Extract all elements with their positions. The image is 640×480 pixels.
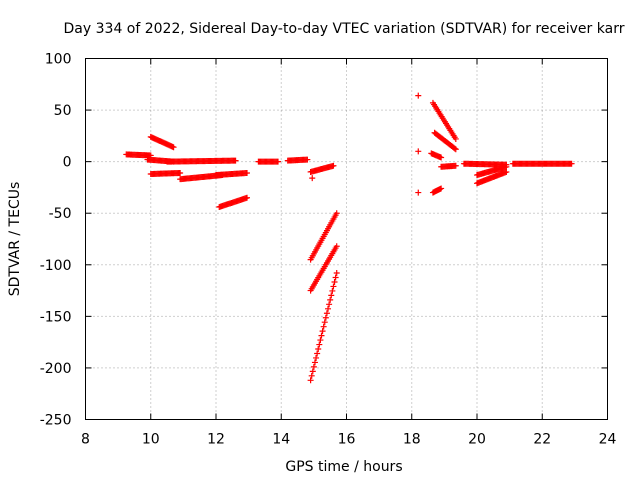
x-tick-label: 16 <box>338 432 356 448</box>
data-points <box>123 92 575 384</box>
x-tick-label: 12 <box>207 432 225 448</box>
data-point <box>311 359 318 366</box>
y-tick-label: -150 <box>40 309 72 325</box>
x-tick-label: 24 <box>599 432 617 448</box>
data-point <box>232 157 239 164</box>
x-tick-label: 18 <box>403 432 421 448</box>
data-point <box>243 169 250 176</box>
data-point <box>308 372 315 379</box>
data-point <box>307 377 314 384</box>
data-point <box>438 185 445 192</box>
x-tick-label: 10 <box>142 432 160 448</box>
data-point <box>568 160 575 167</box>
y-tick-labels: -250 -200 -150 -100 -50 0 50 100 <box>40 52 72 429</box>
chart-title: Day 334 of 2022, Sidereal Day-to-day VTE… <box>64 21 625 37</box>
data-point <box>321 319 328 326</box>
data-point <box>503 163 510 170</box>
data-point <box>438 154 445 161</box>
data-point <box>333 270 340 277</box>
data-point <box>320 323 327 330</box>
data-point <box>329 287 336 294</box>
data-point <box>310 363 317 370</box>
y-tick-label: -50 <box>49 206 72 222</box>
data-point <box>304 156 311 163</box>
y-axis-title: SDTVAR / TECUs <box>7 182 23 297</box>
data-point <box>274 158 281 165</box>
data-point <box>332 274 339 281</box>
x-tick-labels: 8 10 12 14 16 18 20 22 24 <box>81 432 616 448</box>
data-point <box>313 354 320 361</box>
data-point <box>331 278 338 285</box>
x-tick-label: 20 <box>468 432 486 448</box>
y-tick-label: 0 <box>63 155 72 171</box>
data-point <box>330 162 337 169</box>
x-axis-title: GPS time / hours <box>285 459 402 475</box>
data-point <box>415 148 422 155</box>
x-tick-label: 8 <box>81 432 90 448</box>
y-tick-label: -200 <box>40 361 72 377</box>
data-point <box>316 341 323 348</box>
data-point <box>315 346 322 353</box>
data-point <box>314 350 321 357</box>
y-tick-label: 100 <box>45 52 72 68</box>
data-point <box>319 328 326 335</box>
data-point <box>170 144 177 151</box>
data-point <box>243 194 250 201</box>
data-point <box>452 146 459 153</box>
y-tick-label: 50 <box>54 103 72 119</box>
x-tick-label: 22 <box>533 432 551 448</box>
data-point <box>326 301 333 308</box>
axis-ticks <box>85 58 608 420</box>
y-tick-label: -250 <box>40 413 72 429</box>
data-point <box>323 310 330 317</box>
data-point <box>452 162 459 169</box>
data-point <box>333 243 340 250</box>
data-point <box>452 135 459 142</box>
data-point <box>327 296 334 303</box>
data-point <box>328 292 335 299</box>
x-tick-label: 14 <box>272 432 290 448</box>
data-point <box>415 189 422 196</box>
data-point <box>317 337 324 344</box>
grid-lines <box>85 58 608 420</box>
data-point <box>177 169 184 176</box>
data-point <box>309 368 316 375</box>
data-point <box>330 283 337 290</box>
data-point <box>333 210 340 217</box>
data-point <box>309 175 316 182</box>
data-point <box>451 145 458 152</box>
y-tick-label: -100 <box>40 258 72 274</box>
data-point <box>318 332 325 339</box>
data-point <box>322 314 329 321</box>
data-point <box>415 92 422 99</box>
data-point <box>325 305 332 312</box>
data-point <box>503 168 510 175</box>
